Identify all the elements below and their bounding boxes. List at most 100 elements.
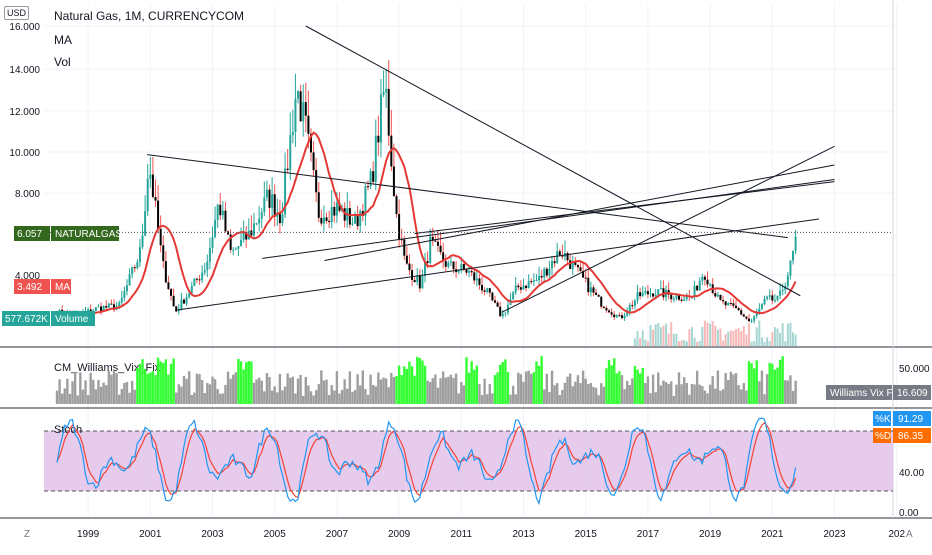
volume-bar xyxy=(781,323,784,346)
vix-bar xyxy=(102,382,105,404)
vix-bar xyxy=(405,368,409,404)
vix-bar xyxy=(81,389,85,404)
candle-body xyxy=(193,278,196,287)
candle-body xyxy=(680,299,683,301)
vix-bar xyxy=(270,390,274,404)
vix-bar xyxy=(71,381,74,404)
candle-body xyxy=(258,218,261,224)
last-price-badge[interactable]: 6.057 NATURALGAS xyxy=(14,226,122,241)
trendline[interactable] xyxy=(414,181,835,234)
vix-bar xyxy=(480,395,484,404)
vix-bar xyxy=(737,385,740,404)
vix-bar xyxy=(444,377,447,404)
candle-body xyxy=(475,278,478,281)
candle-body xyxy=(250,230,253,236)
legend-vol[interactable]: Vol xyxy=(54,55,71,69)
vix-bar xyxy=(112,371,116,404)
currency-badge[interactable]: USD xyxy=(4,6,30,20)
candle-body xyxy=(125,285,128,292)
legend-ma[interactable]: MA xyxy=(54,33,72,47)
k-value-box xyxy=(893,411,931,426)
trendline[interactable] xyxy=(175,218,820,311)
vix-bar xyxy=(545,373,549,404)
trendline[interactable] xyxy=(501,145,835,313)
ma-value-badge-label-box xyxy=(51,279,71,294)
d-label: %D xyxy=(875,431,891,442)
vix-bar xyxy=(618,371,621,404)
candle-body xyxy=(94,307,97,311)
volume-bar xyxy=(709,323,712,346)
stoch-k-line xyxy=(56,417,797,506)
vix-bar xyxy=(138,363,142,404)
candle-body xyxy=(569,260,572,270)
candle-body xyxy=(146,178,149,212)
trendline[interactable] xyxy=(147,154,788,239)
candle-body xyxy=(558,251,561,256)
volume-bar xyxy=(766,337,769,346)
chart-legend-title[interactable]: Natural Gas, 1M, CURRENCYCOM xyxy=(54,9,245,23)
ma-value-badge[interactable]: 3.492 MA xyxy=(14,279,71,294)
candle-body xyxy=(307,115,310,134)
volume-bar xyxy=(690,327,693,346)
candle-body xyxy=(87,309,90,312)
vix-bar xyxy=(452,377,455,404)
volume-bar xyxy=(639,337,642,346)
candle-body xyxy=(626,311,629,316)
vix-bar xyxy=(118,394,121,404)
candle-body xyxy=(675,295,678,299)
vix-bar xyxy=(592,386,595,404)
candle-body xyxy=(745,316,748,319)
candle-body xyxy=(646,291,649,295)
vix-bar xyxy=(172,358,175,404)
candle-body xyxy=(670,294,673,300)
candle-body xyxy=(392,166,395,197)
time-tick-label: 2013 xyxy=(512,529,535,540)
vix-bar xyxy=(73,371,77,404)
candle-body xyxy=(779,290,782,296)
candle-body xyxy=(600,296,603,307)
vix-bar xyxy=(276,392,279,404)
vix-bar xyxy=(348,371,352,404)
candle-body xyxy=(317,192,320,218)
vix-bar xyxy=(685,383,688,404)
vix-bar xyxy=(631,378,634,404)
trendline[interactable] xyxy=(305,25,801,297)
volume-value-badge[interactable]: 577.672K Volume xyxy=(2,311,95,326)
vix-bar xyxy=(208,384,212,404)
candle-body xyxy=(426,261,429,264)
vix-bar xyxy=(107,370,111,404)
candle-body xyxy=(714,293,717,297)
vix-bar xyxy=(302,395,305,404)
vix-bar xyxy=(703,390,707,404)
vix-bar xyxy=(732,374,735,404)
vix-bar xyxy=(89,372,92,404)
vix-bar xyxy=(99,386,103,404)
vix-bar xyxy=(436,387,440,404)
vix-bar xyxy=(672,395,676,404)
candle-body xyxy=(636,292,639,301)
time-tick-label: 1999 xyxy=(77,529,100,540)
candle-body xyxy=(242,232,245,240)
candle-body xyxy=(304,102,307,116)
volume-bar xyxy=(716,329,719,346)
vix-bar xyxy=(193,392,196,404)
candle-body xyxy=(776,295,779,301)
vix-bar xyxy=(286,373,289,404)
vix-bar xyxy=(662,380,665,404)
vix-bar xyxy=(682,377,686,404)
vix-bar xyxy=(768,362,771,404)
candle-body xyxy=(758,308,761,313)
vix-bar xyxy=(289,377,292,404)
vix-bar xyxy=(162,362,165,404)
candle-body xyxy=(501,313,504,317)
vix-bar xyxy=(794,380,797,404)
volume-bar xyxy=(646,341,649,346)
vix-bar xyxy=(566,376,569,404)
candle-body xyxy=(221,210,224,216)
time-tick-label: 2017 xyxy=(637,529,660,540)
vix-bar xyxy=(239,361,243,404)
candle-body xyxy=(595,292,598,295)
volume-bar xyxy=(776,328,779,346)
vix-bar xyxy=(296,378,300,404)
